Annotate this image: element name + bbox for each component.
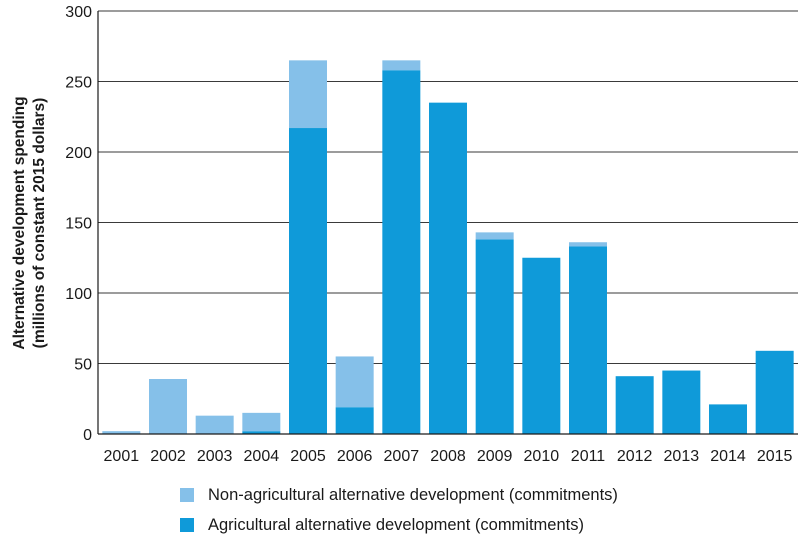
x-tick-label-2001: 2001 xyxy=(104,448,140,465)
legend-label-non-agricultural: Non-agricultural alternative development… xyxy=(208,485,618,504)
x-tick-label-2002: 2002 xyxy=(150,448,186,465)
x-tick-label-2011: 2011 xyxy=(571,448,606,465)
bar-2008-agricultural xyxy=(429,102,467,435)
x-tick-label-2015: 2015 xyxy=(757,448,793,465)
axes xyxy=(97,11,798,435)
x-tick-labels: 2001 2002 2003 2004 2005 2006 2007 2008 2009 2010… xyxy=(104,448,793,465)
bar-2009-non-agricultural xyxy=(475,232,514,240)
x-tick-label-2009: 2009 xyxy=(477,448,513,465)
bars xyxy=(102,60,794,435)
bar-2010-agricultural xyxy=(522,257,561,434)
legend-item-agricultural: Agricultural alternative development (co… xyxy=(180,510,618,540)
bar-2013-agricultural xyxy=(662,370,701,434)
y-tick-labels: 0 50 100 150 200 250 300 xyxy=(65,4,92,444)
bar-2003-non-agricultural xyxy=(195,415,234,434)
x-tick-label-2004: 2004 xyxy=(244,448,280,465)
y-tick-label-200: 200 xyxy=(65,145,92,162)
bar-2007-agricultural xyxy=(382,70,421,434)
bar-2009-agricultural xyxy=(475,239,514,434)
y-tick-label-100: 100 xyxy=(65,286,92,303)
bar-2006-non-agricultural xyxy=(335,356,374,408)
legend-swatch-non-agricultural xyxy=(180,488,194,502)
y-tick-label-150: 150 xyxy=(65,216,92,233)
x-tick-label-2007: 2007 xyxy=(384,448,420,465)
bar-2004-non-agricultural xyxy=(242,412,281,432)
bar-2011-non-agricultural xyxy=(569,242,607,247)
x-tick-label-2012: 2012 xyxy=(617,448,653,465)
bar-2006-agricultural xyxy=(335,407,374,434)
bar-2004-agricultural xyxy=(242,431,281,434)
x-tick-label-2003: 2003 xyxy=(197,448,233,465)
bar-2002-non-agricultural xyxy=(149,379,187,434)
x-tick-label-2010: 2010 xyxy=(524,448,560,465)
bar-2005-non-agricultural xyxy=(289,60,327,129)
y-tick-label-0: 0 xyxy=(83,427,92,444)
y-tick-label-300: 300 xyxy=(65,4,92,21)
x-tick-label-2005: 2005 xyxy=(290,448,326,465)
x-tick-label-2006: 2006 xyxy=(337,448,373,465)
bar-2011-agricultural xyxy=(569,246,607,434)
bar-2007-non-agricultural xyxy=(382,60,421,71)
x-tick-label-2013: 2013 xyxy=(664,448,700,465)
legend-label-agricultural: Agricultural alternative development (co… xyxy=(208,515,584,534)
bar-2012-agricultural xyxy=(615,376,654,434)
x-tick-label-2014: 2014 xyxy=(710,448,746,465)
bar-2005-agricultural xyxy=(289,128,327,434)
legend: Non-agricultural alternative development… xyxy=(180,480,618,540)
bar-2015-agricultural xyxy=(755,350,794,434)
x-tick-label-2008: 2008 xyxy=(430,448,466,465)
y-tick-label-50: 50 xyxy=(74,357,92,374)
y-tick-label-250: 250 xyxy=(65,75,92,92)
y-axis-label-line-2: (millions of constant 2015 dollars) xyxy=(31,98,48,349)
legend-swatch-agricultural xyxy=(180,518,194,532)
legend-item-non-agricultural: Non-agricultural alternative development… xyxy=(180,480,618,510)
y-axis-label-line-1: Alternative development spending xyxy=(11,96,28,349)
bar-2001-non-agricultural xyxy=(102,431,141,434)
bar-2014-agricultural xyxy=(709,404,747,434)
